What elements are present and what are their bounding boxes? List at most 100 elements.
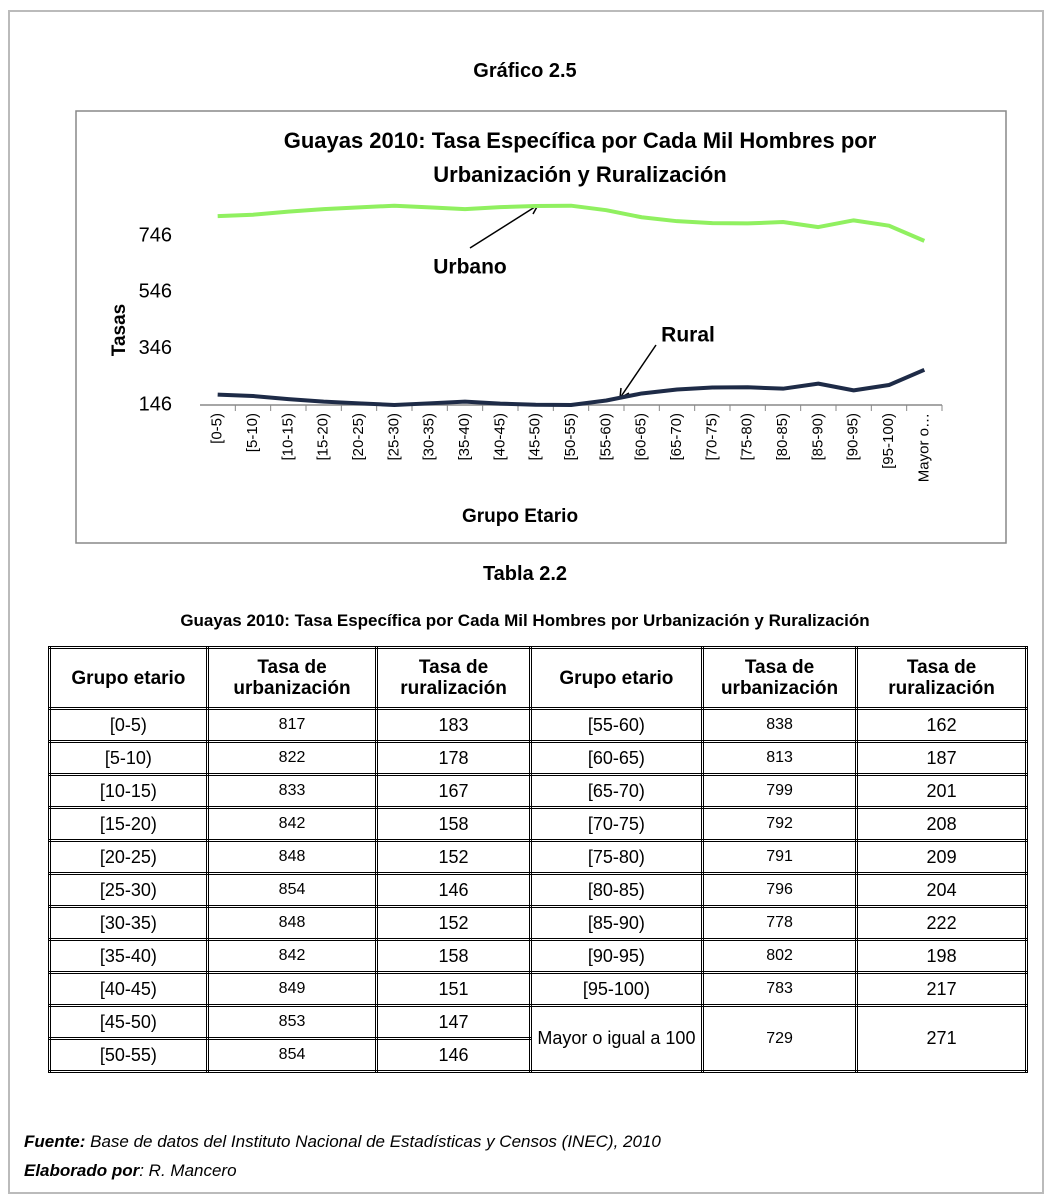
series-line <box>217 203 926 243</box>
table-cell: 848 <box>205 839 379 875</box>
table-cell: 217 <box>855 971 1028 1007</box>
table-cell: 208 <box>855 806 1028 842</box>
table-cell: 822 <box>205 740 379 776</box>
table-cell: 178 <box>375 740 532 776</box>
y-tick-label: 546 <box>139 281 172 303</box>
table-heading: Tabla 2.2 <box>482 563 568 585</box>
table-row: [45-50) 853 147 Mayor o igual a 100 729 271 <box>48 1004 1028 1073</box>
author-label: Elaborado por <box>24 1161 140 1180</box>
x-tick-label: [55-60) <box>597 413 614 461</box>
table-cell: 802 <box>700 938 859 974</box>
table-row: [35-40) 842 158 [90-95) 802 198 <box>48 938 1028 974</box>
column-header: Tasa de urbanización <box>205 646 379 710</box>
table-cell: 792 <box>700 806 859 842</box>
table-cell: 152 <box>375 839 532 875</box>
x-tick-label: Mayor o… <box>915 413 932 482</box>
column-header: Tasa de ruralización <box>855 646 1028 710</box>
x-tick-label: [50-55) <box>562 413 579 461</box>
table-cell: 198 <box>855 938 1028 974</box>
table-cell: 817 <box>205 707 379 743</box>
x-tick-label: [95-100) <box>880 413 897 469</box>
table-cell: 796 <box>700 872 859 908</box>
table-row: [25-30) 854 146 [80-85) 796 204 <box>48 872 1028 908</box>
author-text: : R. Mancero <box>139 1161 237 1180</box>
table-row: [0-5) 817 183 [55-60) 838 162 <box>48 707 1028 743</box>
table-cell: 783 <box>700 971 859 1007</box>
table-cell: 201 <box>855 773 1028 809</box>
x-tick-label: [70-75) <box>703 413 720 461</box>
x-tick-label: [10-15) <box>279 413 296 461</box>
table-cell: 813 <box>700 740 859 776</box>
table-cell: 842 <box>205 938 379 974</box>
table-cell: [90-95) <box>528 938 704 974</box>
author: Elaborado por: R. Mancero <box>24 1161 237 1181</box>
table-cell: 778 <box>700 905 859 941</box>
table-cell: [60-65) <box>528 740 704 776</box>
x-tick-label: [75-80) <box>739 413 756 461</box>
table-cell: 158 <box>375 806 532 842</box>
x-tick-label: [30-35) <box>421 413 438 461</box>
table-cell: 853 <box>205 1004 379 1040</box>
table-cell: 791 <box>700 839 859 875</box>
chart-border <box>75 110 1007 544</box>
table-cell: [95-100) <box>528 971 704 1007</box>
x-tick-label: [40-45) <box>491 413 508 461</box>
table-cell: [55-60) <box>528 707 704 743</box>
table-row: [30-35) 848 152 [85-90) 778 222 <box>48 905 1028 941</box>
chart-title: Guayas 2010: Tasa Específica por Cada Mi… <box>284 128 877 153</box>
table-cell: [25-30) <box>48 872 209 908</box>
table-cell: 799 <box>700 773 859 809</box>
x-tick-label: [45-50) <box>527 413 544 461</box>
x-tick-label: [80-85) <box>774 413 791 461</box>
table-cell: 162 <box>855 707 1028 743</box>
annotation-arrow <box>469 204 539 249</box>
x-tick-label: [20-25) <box>350 413 367 461</box>
table-cell: 271 <box>855 1004 1028 1073</box>
source-label: Fuente: <box>24 1132 86 1151</box>
table-cell: 849 <box>205 971 379 1007</box>
chart-title: Urbanización y Ruralización <box>433 162 726 187</box>
table-cell: [70-75) <box>528 806 704 842</box>
table-cell: [5-10) <box>48 740 209 776</box>
series-annotation: Rural <box>661 324 715 347</box>
table-cell: [75-80) <box>528 839 704 875</box>
table-cell: 158 <box>375 938 532 974</box>
x-tick-label: [85-90) <box>809 413 826 461</box>
frame <box>8 10 1044 1194</box>
table-cell: 187 <box>855 740 1028 776</box>
table-cell: 147 <box>375 1004 532 1040</box>
column-header: Grupo etario <box>48 646 209 710</box>
table-cell: [20-25) <box>48 839 209 875</box>
table-cell: 854 <box>205 872 379 908</box>
table-cell: [35-40) <box>48 938 209 974</box>
x-tick-label: [5-10) <box>244 413 261 452</box>
table-row: [5-10) 822 178 [60-65) 813 187 <box>48 740 1028 776</box>
table-cell: [45-50) <box>48 1004 209 1040</box>
series-line <box>217 367 926 407</box>
table-cell: 838 <box>700 707 859 743</box>
annotation-arrow <box>619 344 657 399</box>
table-cell: 842 <box>205 806 379 842</box>
table-cell: 151 <box>375 971 532 1007</box>
x-tick-label: [90-95) <box>845 413 862 461</box>
chart-heading: Gráfico 2.5 <box>473 60 577 82</box>
table-cell: [40-45) <box>48 971 209 1007</box>
table-row: [50-55) 854 146 <box>48 1037 1027 1073</box>
table-cell: 146 <box>375 872 532 908</box>
table: Grupo etario Tasa de urbanización Tasa de … <box>48 646 1028 1073</box>
x-tick-label: [65-70) <box>668 413 685 461</box>
table-cell: [30-35) <box>48 905 209 941</box>
table-row: [40-45) 849 151 [95-100) 783 217 <box>48 971 1028 1007</box>
table-cell: [85-90) <box>528 905 704 941</box>
x-tick-label: [25-30) <box>385 413 402 461</box>
table-cell: 183 <box>375 707 532 743</box>
table-cell: [0-5) <box>48 707 209 743</box>
source: Fuente: Base de datos del Instituto Naci… <box>24 1132 661 1152</box>
y-tick-label: 146 <box>139 393 172 415</box>
table-cell: 167 <box>375 773 532 809</box>
x-tick-label: [15-20) <box>315 413 332 461</box>
column-header: Tasa de ruralización <box>375 646 532 710</box>
table-cell: 833 <box>205 773 379 809</box>
table-cell: [50-55) <box>48 1037 209 1073</box>
